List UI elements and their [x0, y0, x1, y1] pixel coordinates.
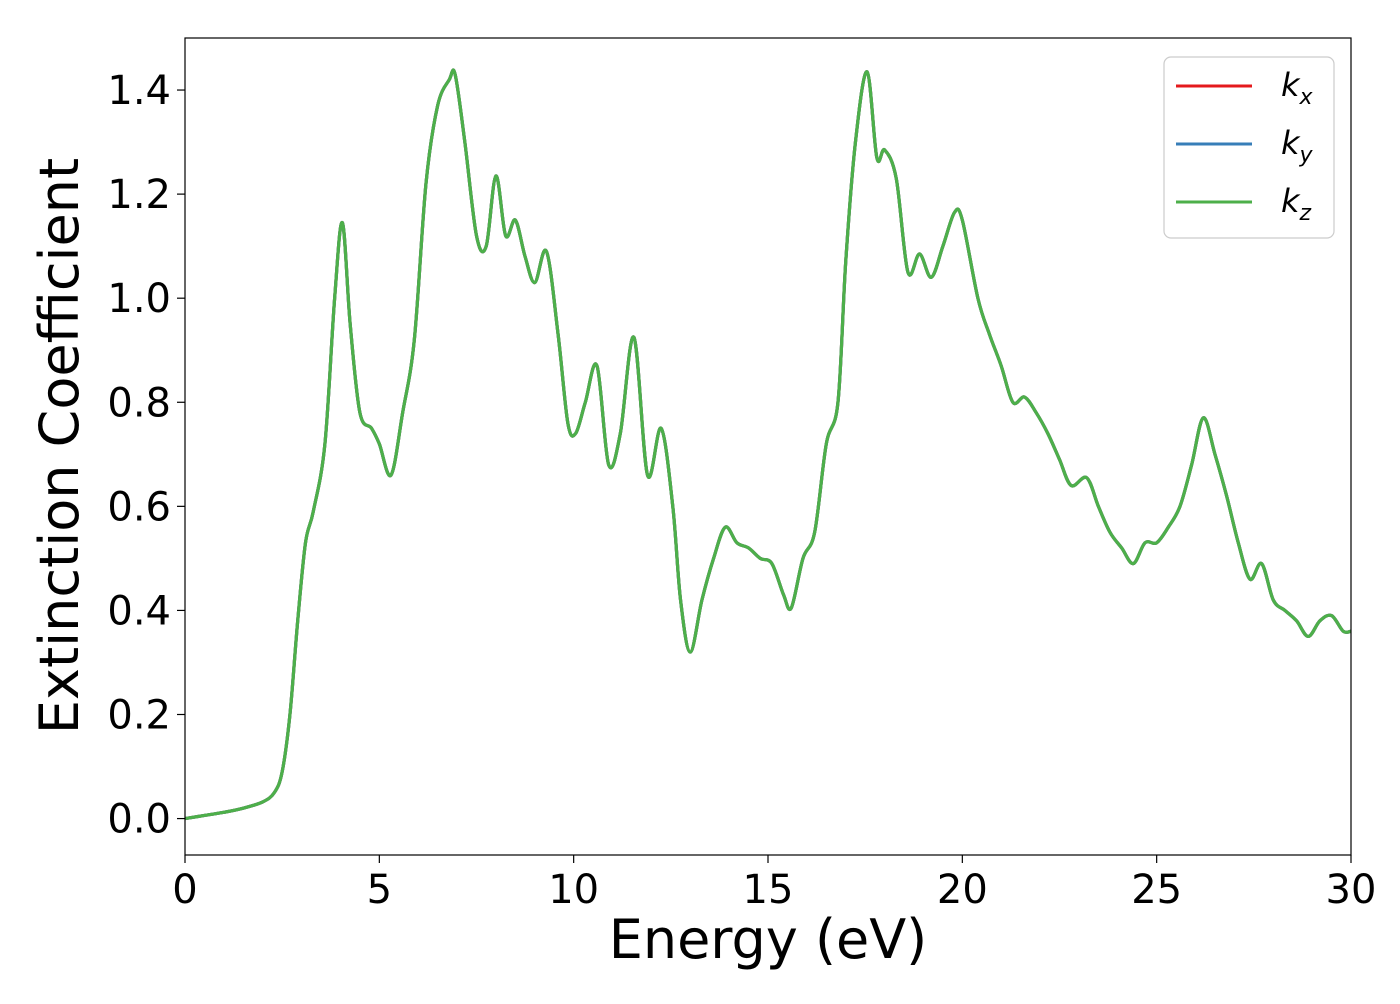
x-tick-label: 15	[743, 867, 794, 913]
legend-box	[1163, 56, 1335, 239]
y-tick-label: 0.0	[107, 797, 171, 843]
y-axis-label: Extinction Coefficient	[28, 158, 91, 734]
y-tick-label: 0.2	[107, 692, 171, 738]
x-tick-label: 30	[1326, 867, 1377, 913]
x-tick-label: 10	[548, 867, 599, 913]
y-tick-label: 1.2	[107, 172, 171, 218]
x-tick-label: 25	[1131, 867, 1182, 913]
y-tick-label: 0.8	[107, 380, 171, 426]
series-layer	[185, 68, 1351, 821]
x-tick-label: 5	[367, 867, 392, 913]
x-tick-label: 0	[172, 867, 197, 913]
x-axis-ticks: 0 5 10 15 20 25 30	[172, 855, 1376, 913]
y-tick-label: 0.4	[107, 588, 171, 634]
x-axis-label: Energy (eV)	[609, 908, 928, 971]
y-axis-ticks: 0.0 0.2 0.4 0.6 0.8 1.0 1.2 1.4	[107, 68, 185, 843]
series-line-kz	[185, 68, 1351, 821]
y-tick-label: 0.6	[107, 484, 171, 530]
y-tick-label: 1.4	[107, 68, 171, 114]
y-tick-label: 1.0	[107, 276, 171, 322]
x-tick-label: 20	[937, 867, 988, 913]
